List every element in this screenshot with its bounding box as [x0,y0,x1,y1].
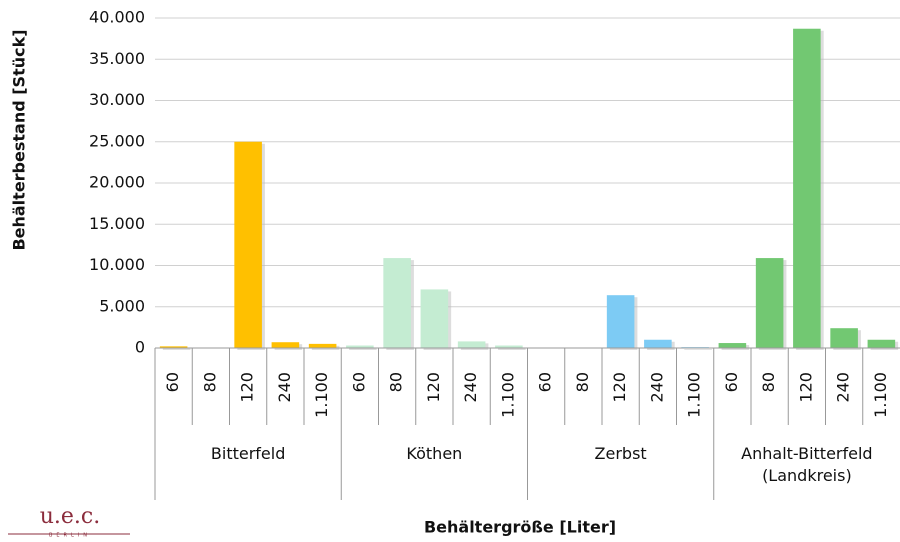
x-tick-label: 1.100 [685,372,704,418]
x-tick-label: 80 [759,372,778,392]
bar [867,339,896,348]
x-tick-label: 120 [796,372,815,403]
x-tick-label: 1.100 [871,372,890,418]
bar [755,258,784,348]
x-tick-label: 240 [647,372,666,403]
group-label: Köthen [406,444,463,463]
bar-shadow [349,347,377,350]
y-tick-label: 0 [135,338,145,357]
x-tick-label: 60 [536,372,555,392]
x-tick-label: 240 [275,372,294,403]
bar [718,343,747,348]
y-tick-label: 10.000 [89,255,145,274]
bar [793,28,821,348]
bar [159,346,188,348]
x-axis-title: Behältergröße [Liter] [424,518,616,537]
bar [644,339,672,348]
y-tick-label: 5.000 [99,296,145,315]
bar-shadow [684,349,712,350]
bar [420,289,449,348]
group-label: Anhalt-Bitterfeld (Landkreis) [741,444,873,485]
y-tick-label: 15.000 [89,214,145,233]
x-tick-label: 60 [163,372,182,392]
y-tick-label: 40.000 [89,8,145,27]
group-label: Zerbst [594,444,647,463]
x-tick-label: 1.100 [312,372,331,418]
x-tick-label: 120 [424,372,443,403]
group-label: Bitterfeld [210,444,286,463]
x-tick-label: 240 [461,372,480,403]
y-tick-label: 25.000 [89,131,145,150]
bar [606,295,635,348]
y-tick-label: 35.000 [89,49,145,68]
logo-subtitle: BERLIN [49,533,91,539]
bar [495,345,523,348]
bar-shadow [162,348,191,350]
bar [271,342,300,348]
bar [234,141,262,348]
bar-shadow [498,347,526,350]
x-tick-label: 60 [722,372,741,392]
y-tick-label: 20.000 [89,173,145,192]
logo-title: u.e.c. [40,504,101,529]
x-tick-label: 80 [573,372,592,392]
bar [346,345,374,348]
bar [457,341,486,348]
x-tick-label: 120 [238,372,257,403]
x-tick-label: 1.100 [498,372,517,418]
bar [830,328,858,348]
y-tick-label: 30.000 [89,90,145,109]
x-tick-label: 240 [834,372,853,403]
bar [383,258,411,348]
x-tick-label: 80 [387,372,406,392]
y-axis-title: Behälterbestand [Stück] [10,29,29,250]
x-tick-label: 120 [610,372,629,403]
x-tick-label: 60 [349,372,368,392]
bar [308,343,337,348]
x-tick-label: 80 [200,372,219,392]
